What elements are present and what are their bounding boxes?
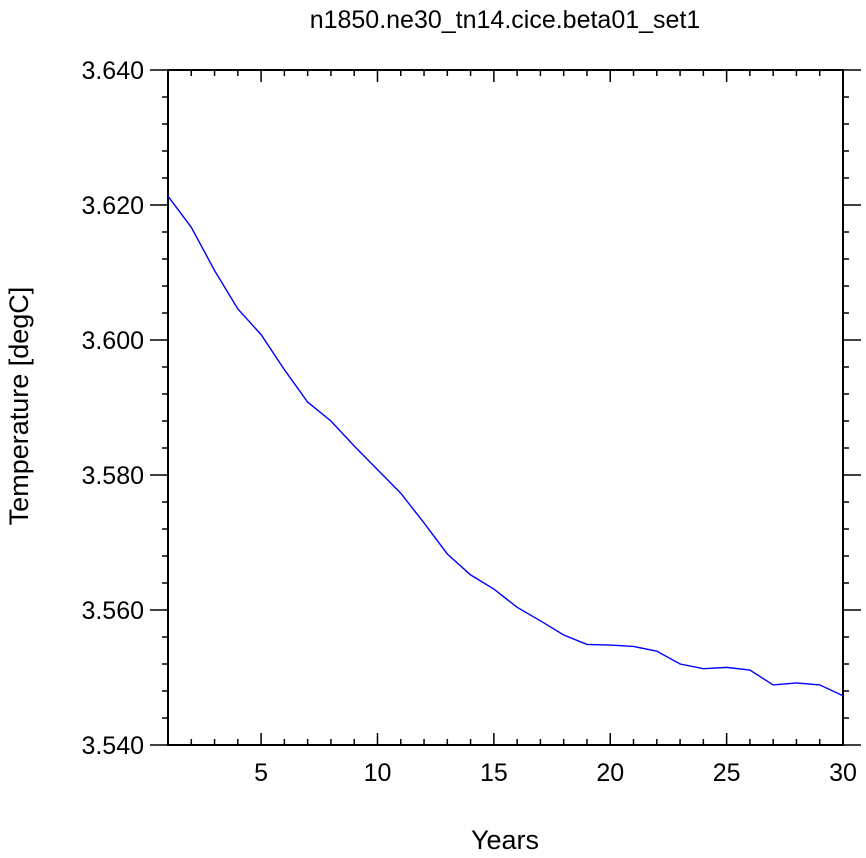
x-axis-label: Years [471, 825, 539, 855]
y-tick-label: 3.580 [81, 462, 144, 490]
y-tick-label: 3.540 [81, 732, 144, 760]
y-axis-label: Temperature [degC] [4, 287, 34, 526]
y-tick-label: 3.640 [81, 57, 144, 85]
x-tick-label: 20 [596, 759, 624, 787]
plot-frame [167, 69, 844, 746]
x-tick-label: 25 [713, 759, 741, 787]
chart-title: n1850.ne30_tn14.cice.beta01_set1 [310, 6, 701, 34]
y-tick-label: 3.620 [81, 192, 144, 220]
y-tick-label: 3.600 [81, 327, 144, 355]
y-tick-label: 3.560 [81, 597, 144, 625]
x-tick-label: 30 [829, 759, 857, 787]
x-tick-label: 5 [254, 759, 268, 787]
series-line [167, 195, 844, 697]
plot-area: 5 10 15 20 25 30 3.540 3.560 3.580 3.600 3.620 3.64… [81, 57, 861, 787]
x-tick-label: 10 [364, 759, 392, 787]
x-tick-label: 15 [480, 759, 508, 787]
